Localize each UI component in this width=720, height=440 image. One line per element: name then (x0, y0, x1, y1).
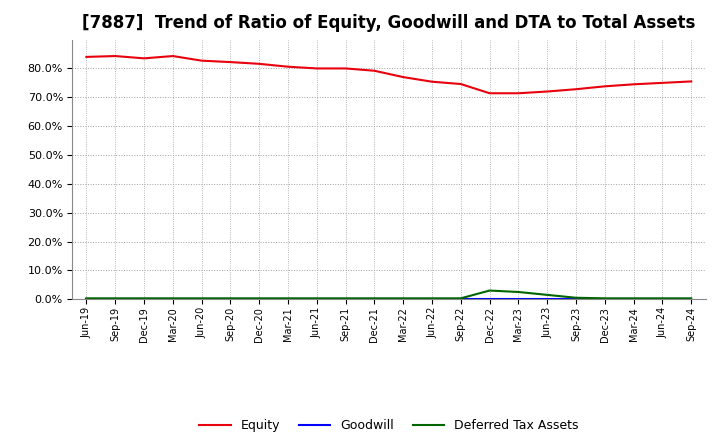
Deferred Tax Assets (82, 296, 91, 301)
Equity (456, 81, 465, 87)
Line: Equity: Equity (86, 56, 691, 93)
Goodwill (600, 297, 609, 302)
Deferred Tax Assets (370, 296, 379, 301)
Equity (543, 89, 552, 94)
Equity (514, 91, 523, 96)
Deferred Tax Assets (428, 296, 436, 301)
Equity (629, 82, 638, 87)
Line: Deferred Tax Assets: Deferred Tax Assets (86, 290, 691, 298)
Goodwill (197, 297, 206, 302)
Equity (312, 66, 321, 71)
Equity (399, 74, 408, 80)
Legend: Equity, Goodwill, Deferred Tax Assets: Equity, Goodwill, Deferred Tax Assets (194, 414, 583, 437)
Deferred Tax Assets (197, 296, 206, 301)
Equity (168, 53, 177, 59)
Goodwill (572, 297, 580, 302)
Equity (284, 64, 292, 70)
Equity (226, 59, 235, 65)
Goodwill (82, 297, 91, 302)
Equity (485, 91, 494, 96)
Goodwill (399, 297, 408, 302)
Deferred Tax Assets (629, 296, 638, 301)
Goodwill (341, 297, 350, 302)
Equity (341, 66, 350, 71)
Deferred Tax Assets (255, 296, 264, 301)
Goodwill (456, 297, 465, 302)
Goodwill (312, 297, 321, 302)
Deferred Tax Assets (514, 290, 523, 295)
Goodwill (543, 297, 552, 302)
Deferred Tax Assets (168, 296, 177, 301)
Goodwill (370, 297, 379, 302)
Deferred Tax Assets (658, 296, 667, 301)
Goodwill (514, 297, 523, 302)
Goodwill (226, 297, 235, 302)
Goodwill (255, 297, 264, 302)
Equity (140, 56, 148, 61)
Equity (600, 84, 609, 89)
Deferred Tax Assets (140, 296, 148, 301)
Equity (572, 87, 580, 92)
Deferred Tax Assets (572, 295, 580, 301)
Deferred Tax Assets (687, 296, 696, 301)
Deferred Tax Assets (543, 292, 552, 297)
Title: [7887]  Trend of Ratio of Equity, Goodwill and DTA to Total Assets: [7887] Trend of Ratio of Equity, Goodwil… (82, 15, 696, 33)
Deferred Tax Assets (312, 296, 321, 301)
Equity (255, 61, 264, 66)
Deferred Tax Assets (600, 296, 609, 301)
Goodwill (629, 297, 638, 302)
Deferred Tax Assets (111, 296, 120, 301)
Deferred Tax Assets (284, 296, 292, 301)
Equity (428, 79, 436, 84)
Equity (111, 53, 120, 59)
Equity (658, 80, 667, 85)
Deferred Tax Assets (226, 296, 235, 301)
Equity (370, 68, 379, 73)
Goodwill (428, 297, 436, 302)
Deferred Tax Assets (399, 296, 408, 301)
Goodwill (168, 297, 177, 302)
Equity (82, 54, 91, 59)
Deferred Tax Assets (341, 296, 350, 301)
Equity (687, 79, 696, 84)
Deferred Tax Assets (485, 288, 494, 293)
Deferred Tax Assets (456, 296, 465, 301)
Goodwill (284, 297, 292, 302)
Equity (197, 58, 206, 63)
Goodwill (140, 297, 148, 302)
Goodwill (658, 297, 667, 302)
Goodwill (485, 297, 494, 302)
Goodwill (111, 297, 120, 302)
Goodwill (687, 297, 696, 302)
